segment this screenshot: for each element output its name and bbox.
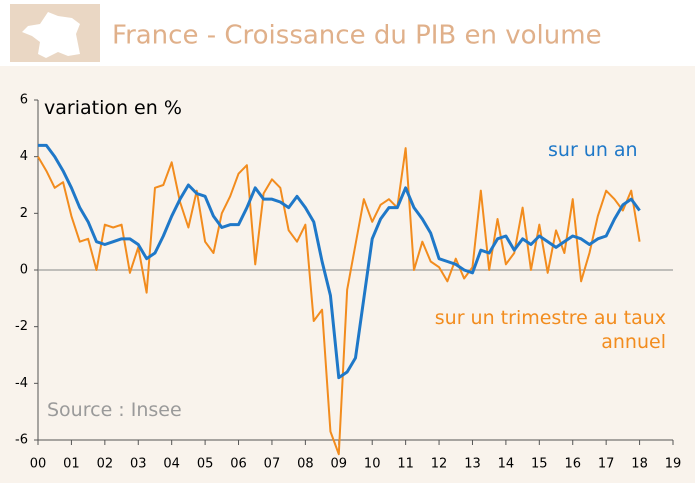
y-tick-label: -4 xyxy=(15,376,28,391)
y-tick-label: 0 xyxy=(20,263,28,278)
x-tick-label: 01 xyxy=(63,457,80,472)
y-axis-label: variation en % xyxy=(44,97,182,119)
x-tick-label: 09 xyxy=(331,457,348,472)
plot-background xyxy=(0,66,695,483)
series-label: sur un trimestre au taux annuel xyxy=(434,307,666,353)
x-tick-label: 04 xyxy=(163,457,180,472)
france-map-icon xyxy=(22,12,80,58)
y-tick-label: 4 xyxy=(20,149,28,164)
x-tick-label: 05 xyxy=(197,457,214,472)
source: Source : Insee xyxy=(47,399,182,421)
x-tick-label: 16 xyxy=(564,457,581,472)
y-tick-label: 6 xyxy=(20,93,28,108)
x-tick-label: 07 xyxy=(264,457,281,472)
x-tick-label: 02 xyxy=(97,457,114,472)
series-label: sur un an xyxy=(548,139,638,161)
x-tick-label: 12 xyxy=(431,457,448,472)
x-tick-label: 03 xyxy=(130,457,147,472)
x-tick-label: 17 xyxy=(598,457,615,472)
x-tick-label: 14 xyxy=(498,457,515,472)
x-tick-label: 06 xyxy=(230,457,247,472)
x-tick-label: 19 xyxy=(665,457,682,472)
series-line xyxy=(38,143,641,380)
x-tick-label: 08 xyxy=(297,457,314,472)
x-tick-label: 15 xyxy=(531,457,548,472)
x-tick-label: 18 xyxy=(631,457,648,472)
chart-title: France - Croissance du PIB en volume xyxy=(112,21,602,51)
y-tick-label: -6 xyxy=(15,433,28,448)
x-tick-label: 11 xyxy=(397,457,414,472)
x-tick-label: 13 xyxy=(464,457,481,472)
y-tick-label: 2 xyxy=(20,206,28,221)
x-tick-label: 10 xyxy=(364,457,381,472)
y-tick-label: -2 xyxy=(15,319,28,334)
x-tick-label: 00 xyxy=(30,457,47,472)
